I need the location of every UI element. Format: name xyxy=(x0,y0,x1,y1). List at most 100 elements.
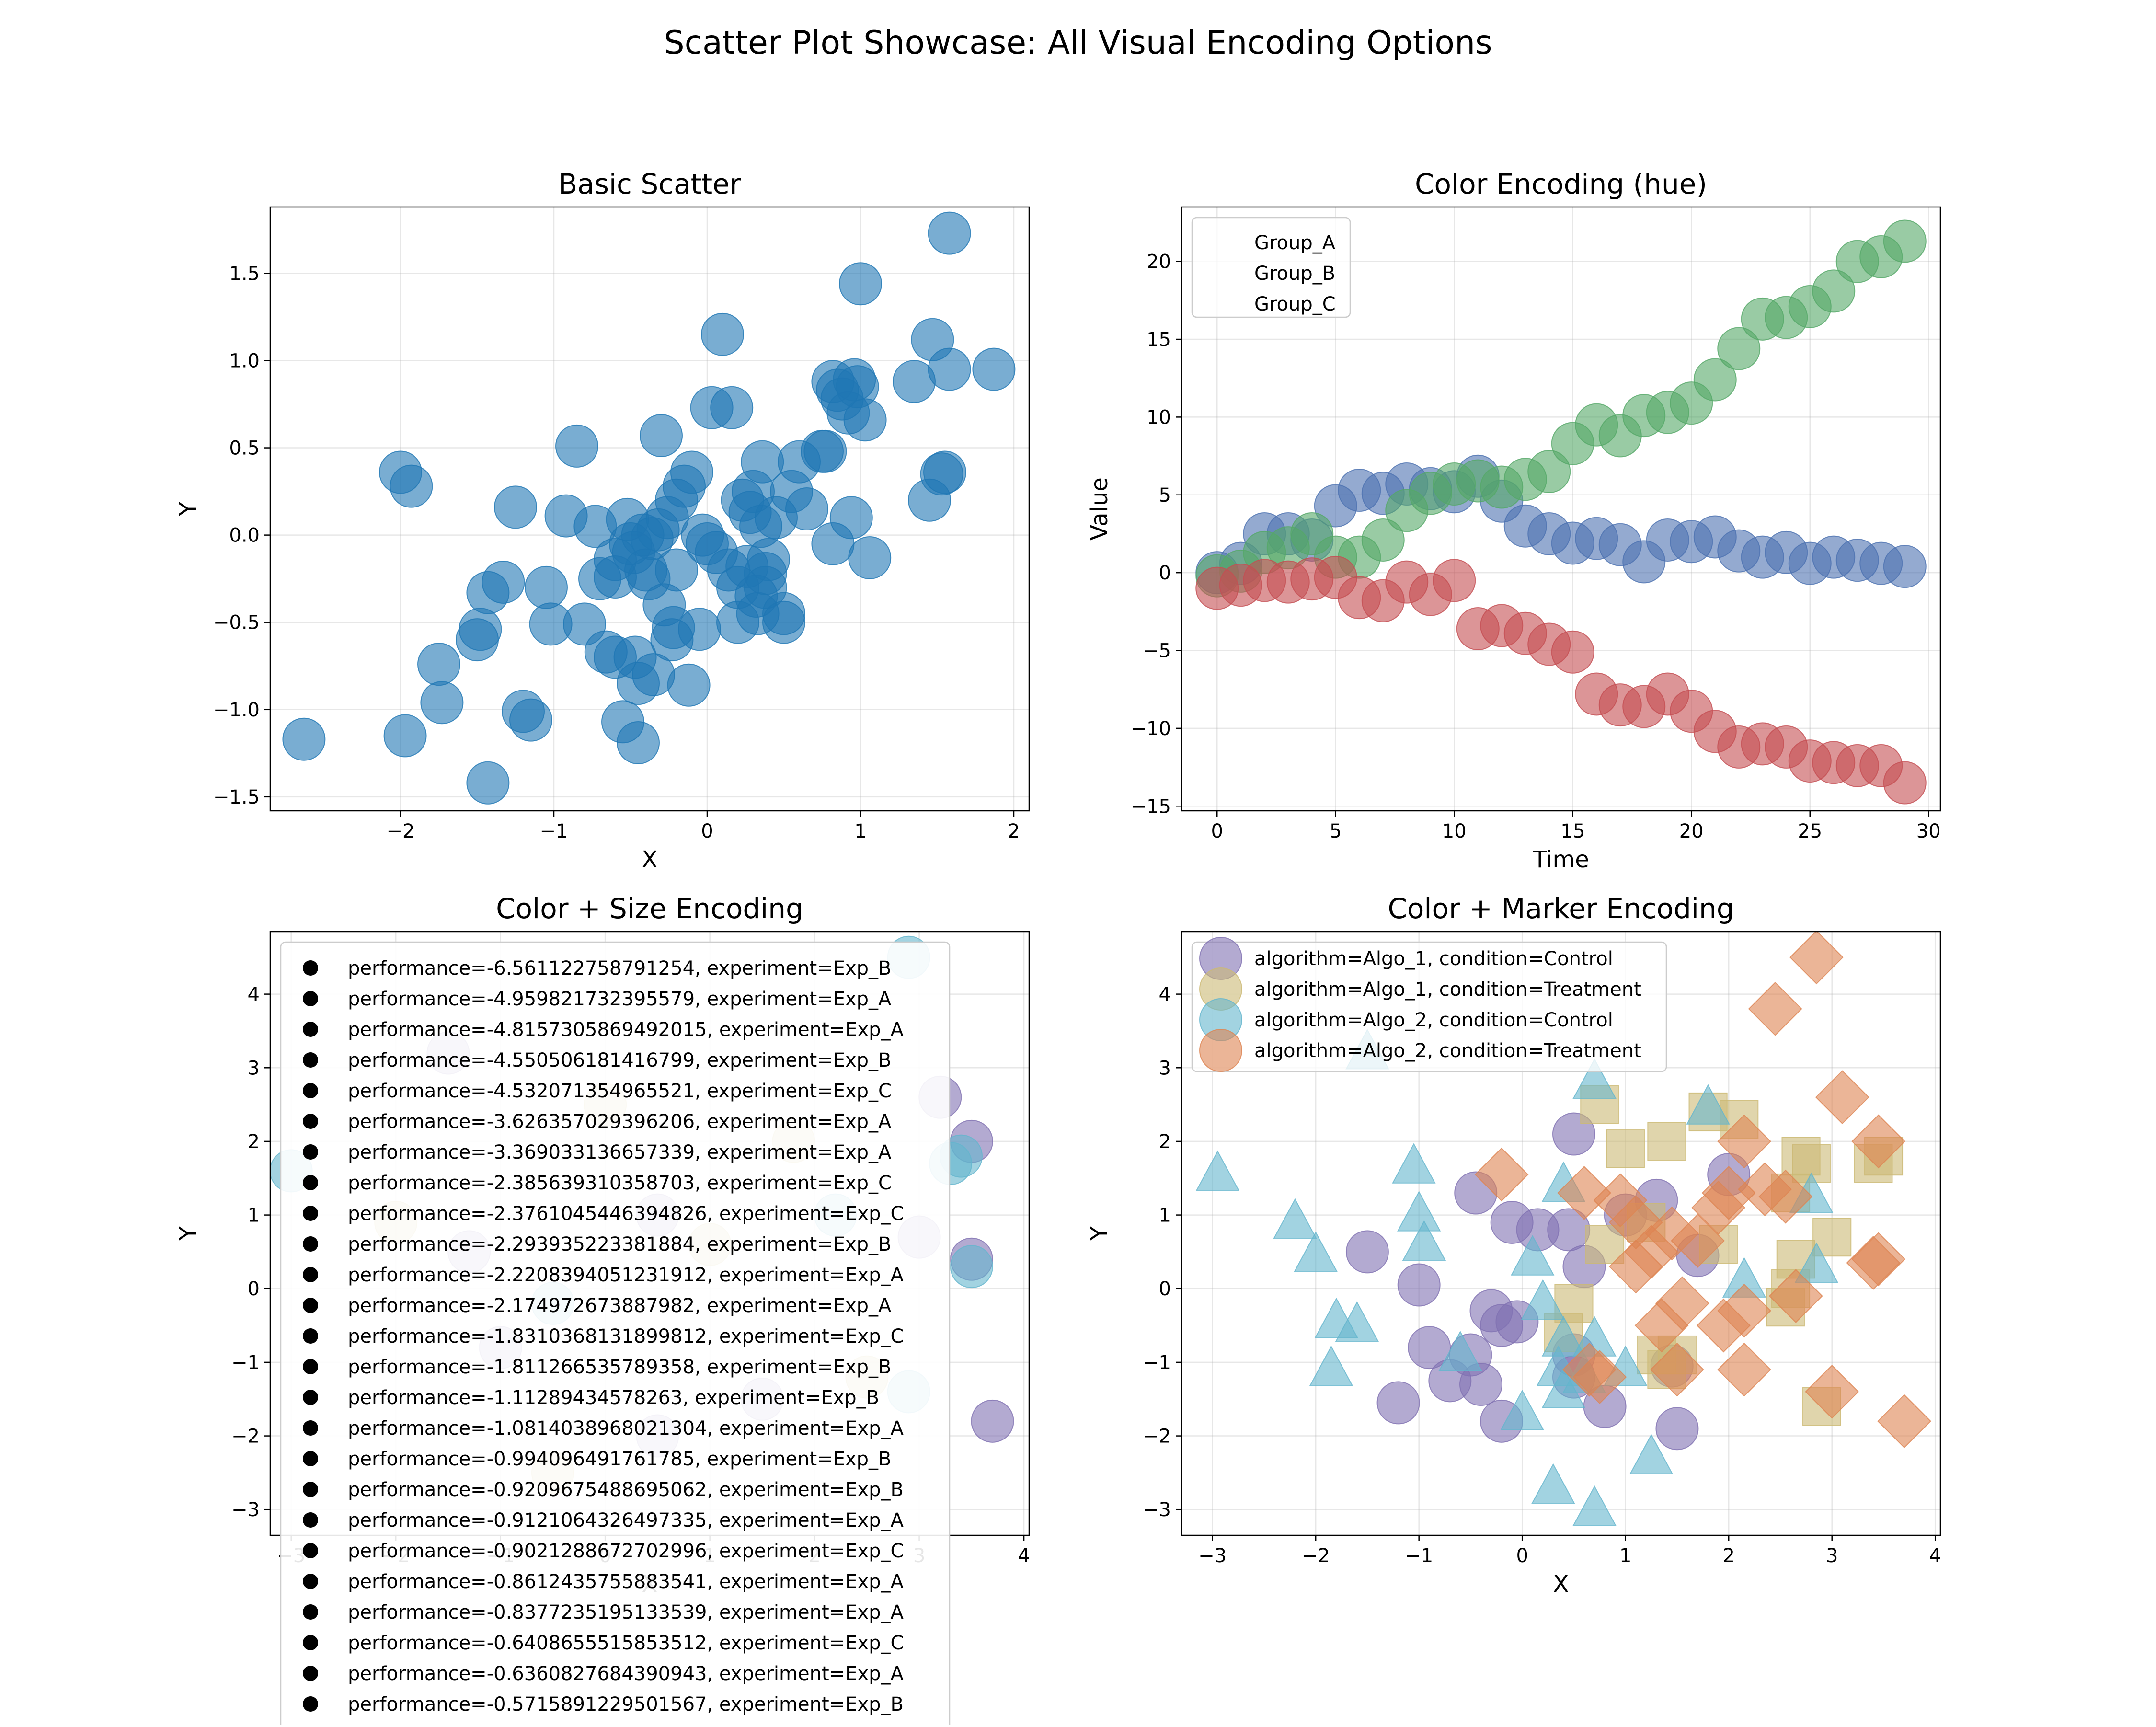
y-tick-label: −0.5 xyxy=(213,612,260,634)
scatter-point xyxy=(670,450,713,494)
y-tick-label: −3 xyxy=(231,1499,260,1521)
x-tick-label: −3 xyxy=(1198,1545,1227,1567)
scatter-point xyxy=(494,485,537,529)
legend-marker xyxy=(303,1420,318,1436)
legend-marker xyxy=(303,1144,318,1160)
x-axis-label: Time xyxy=(1532,846,1589,873)
triangle-marker xyxy=(1335,1301,1379,1342)
legend-marker xyxy=(303,1604,318,1620)
x-tick-label: 25 xyxy=(1798,820,1822,842)
y-tick-label: 1.0 xyxy=(229,350,260,372)
x-tick-label: 20 xyxy=(1679,820,1704,842)
y-tick-label: −2 xyxy=(1143,1426,1171,1448)
triangle-marker xyxy=(1686,1084,1730,1125)
triangle-marker xyxy=(1629,1434,1674,1474)
scatter-point xyxy=(1717,327,1761,370)
y-tick-label: 4 xyxy=(1159,984,1171,1006)
y-axis-label: Y xyxy=(1086,1226,1113,1241)
legend-label: performance=-2.293935223381884, experime… xyxy=(348,1233,892,1255)
legend-marker xyxy=(303,1206,318,1221)
axes-4: −3 −2 −1 0 1 2 3 4 −3 −2 −1 0 1 2 3 4 Color + Marker Enc… xyxy=(1086,892,1941,1598)
triangle-marker xyxy=(1438,1331,1482,1371)
scatter-point xyxy=(1433,559,1476,602)
axes-1: −2 −1 0 1 2 −1.5 −1.0 −0.5 0.0 0.5 1.0 1.5 Basic Sca… xyxy=(175,168,1030,873)
square-marker xyxy=(1606,1129,1645,1168)
legend-label: performance=-0.5715891229501567, experim… xyxy=(348,1693,904,1715)
square-marker xyxy=(1647,1122,1686,1161)
scatter-point xyxy=(417,643,460,686)
legend-marker xyxy=(303,1022,318,1037)
scatter-point xyxy=(923,450,966,494)
x-tick-label: 1 xyxy=(854,820,866,842)
triangle-marker xyxy=(1397,1191,1441,1232)
legend-label: performance=-3.369033136657339, experime… xyxy=(348,1141,892,1163)
y-tick-label: −5 xyxy=(1143,640,1171,662)
legend-marker xyxy=(303,960,318,976)
legend-label: algorithm=Algo_1, condition=Treatment xyxy=(1254,979,1641,1001)
scatter-point xyxy=(383,714,427,758)
y-tick-label: 2 xyxy=(1159,1131,1171,1153)
legend-label: performance=-2.3761045446394826, experim… xyxy=(348,1203,904,1225)
circle-marker xyxy=(1459,1363,1502,1406)
legend-label: performance=-2.385639310358703, experime… xyxy=(348,1172,892,1194)
circle-marker xyxy=(1655,1407,1699,1451)
legend-marker xyxy=(303,1390,318,1405)
x-tick-label: 15 xyxy=(1560,820,1585,842)
scatter-point xyxy=(525,565,568,609)
legend-label: performance=-2.174972673887982, experime… xyxy=(348,1295,892,1317)
legend-label: performance=-3.626357029396206, experime… xyxy=(348,1111,892,1133)
diamond-marker xyxy=(1691,1180,1746,1235)
y-tick-label: 1 xyxy=(248,1205,260,1227)
scatter-point xyxy=(928,211,971,255)
scatter-point xyxy=(1361,518,1405,562)
axes-title: Color Encoding (hue) xyxy=(1415,168,1707,200)
x-tick-label: 4 xyxy=(1018,1545,1030,1567)
x-tick-label: 1 xyxy=(1619,1545,1631,1567)
x-axis-label: X xyxy=(642,846,658,873)
scatter-point xyxy=(617,721,660,764)
y-tick-label: 20 xyxy=(1147,251,1171,273)
scatter-point xyxy=(1551,630,1594,674)
legend-label: performance=-6.561122758791254, experime… xyxy=(348,957,892,979)
legend-label: performance=-1.0814038968021304, experim… xyxy=(348,1417,904,1439)
scatter-point xyxy=(466,761,510,805)
legend-label: algorithm=Algo_2, condition=Control xyxy=(1254,1009,1613,1031)
diamond-marker xyxy=(1650,1342,1704,1397)
legend-frame xyxy=(1191,217,1351,318)
legend-marker xyxy=(303,1666,318,1681)
scatter-point xyxy=(420,681,464,725)
diamond-marker xyxy=(1474,1147,1529,1202)
figure-suptitle: Scatter Plot Showcase: All Visual Encodi… xyxy=(664,24,1492,62)
y-tick-label: 3 xyxy=(1159,1057,1171,1079)
x-tick-label: 2 xyxy=(1008,820,1020,842)
legend-marker xyxy=(303,1236,318,1252)
y-axis-label: Y xyxy=(175,502,202,517)
circle-marker xyxy=(1345,1230,1389,1274)
scatter-point xyxy=(701,312,744,356)
legend-marker xyxy=(303,1512,318,1528)
scatter-point xyxy=(1527,450,1571,494)
scatter-point xyxy=(972,347,1016,391)
legend-marker xyxy=(303,1052,318,1068)
diamond-marker xyxy=(1717,1342,1771,1397)
x-tick-label: 3 xyxy=(1826,1545,1838,1567)
legend-label: performance=-0.8377235195133539, experim… xyxy=(348,1601,904,1623)
triangle-marker xyxy=(1500,1389,1544,1430)
scatter-point xyxy=(848,536,892,579)
legend-label: performance=-4.532071354965521, experime… xyxy=(348,1080,892,1102)
legend-label: performance=-0.6360827684390943, experim… xyxy=(348,1663,904,1685)
diamond-marker xyxy=(1851,1114,1906,1169)
y-tick-label: 0 xyxy=(248,1278,260,1300)
axes-2: 0 5 10 15 20 25 30 −15 −10 −5 0 5 10 15 20 Color Encodi… xyxy=(1086,168,1941,873)
x-tick-label: 2 xyxy=(1722,1545,1734,1567)
y-tick-label: 0.0 xyxy=(229,525,260,547)
y-tick-label: −15 xyxy=(1131,795,1171,817)
diamond-marker xyxy=(1557,1166,1611,1220)
y-tick-label: −3 xyxy=(1143,1499,1171,1521)
y-tick-label: −1.0 xyxy=(213,699,260,721)
y-axis-label: Y xyxy=(175,1226,202,1241)
y-axis-label: Value xyxy=(1086,477,1113,541)
scatter-point xyxy=(1883,219,1927,263)
y-tick-label: 3 xyxy=(248,1057,260,1079)
